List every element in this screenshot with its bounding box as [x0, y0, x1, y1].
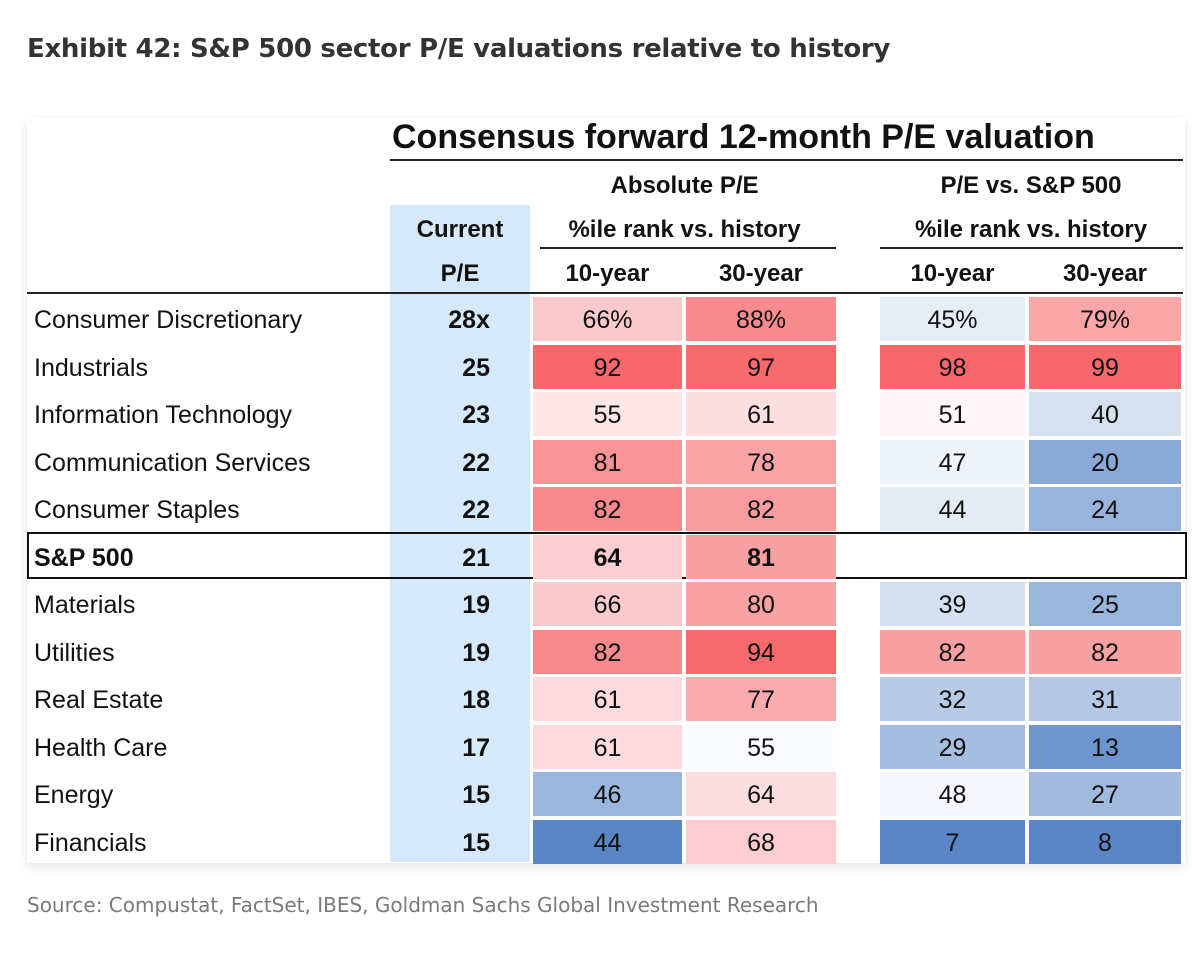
column-header-rule [27, 292, 1183, 294]
heatmap-cell: 64 [533, 535, 682, 579]
heatmap-cell: 32 [880, 677, 1025, 721]
sector-label: Health Care [34, 734, 168, 762]
exhibit-title: Exhibit 42: S&P 500 sector P/E valuation… [27, 34, 891, 64]
relative-sublabel-rule [880, 247, 1183, 249]
heatmap-cell: 8 [1029, 820, 1181, 864]
heatmap-cell: 82 [533, 630, 682, 674]
current-pe-value: 18 [462, 686, 490, 714]
sector-label: Industrials [34, 354, 148, 382]
sector-label: Energy [34, 781, 114, 809]
heatmap-cell: 61 [533, 725, 682, 769]
heatmap-cell: 40 [1029, 392, 1181, 436]
heatmap-cell: 25 [1029, 582, 1181, 626]
heatmap-cell: 66% [533, 297, 682, 341]
col-header-abs-10y: 10-year [565, 260, 650, 287]
sector-label: Consumer Staples [34, 496, 240, 524]
heatmap-cell: 78 [686, 440, 836, 484]
heatmap-cell: 47 [880, 440, 1025, 484]
heatmap-cell: 45% [880, 297, 1025, 341]
sector-label: Real Estate [34, 686, 164, 714]
heatmap-cell: 92 [533, 345, 682, 389]
current-pe-header-line1: Current [416, 216, 504, 243]
current-pe-value: 22 [462, 449, 490, 477]
heatmap-cell: 44 [880, 487, 1025, 531]
heatmap-cell: 88% [686, 297, 836, 341]
heatmap-cell: 82 [1029, 630, 1181, 674]
heatmap-cell: 31 [1029, 677, 1181, 721]
group-relative-label: P/E vs. S&P 500 [940, 172, 1122, 199]
current-pe-value: 22 [462, 496, 490, 524]
heatmap-cell: 55 [533, 392, 682, 436]
current-pe-value: 25 [462, 354, 490, 382]
heatmap-cell: 55 [686, 725, 836, 769]
heatmap-cell: 24 [1029, 487, 1181, 531]
heatmap-cell: 81 [533, 440, 682, 484]
sector-label: Consumer Discretionary [34, 306, 303, 334]
current-pe-value: 15 [462, 829, 490, 857]
current-pe-header-line2: P/E [440, 260, 480, 287]
source-note: Source: Compustat, FactSet, IBES, Goldma… [27, 893, 819, 917]
heatmap-cell: 99 [1029, 345, 1181, 389]
heatmap-cell: 82 [686, 487, 836, 531]
heatmap-cell: 79% [1029, 297, 1181, 341]
heatmap-cell: 61 [686, 392, 836, 436]
heatmap-cell: 39 [880, 582, 1025, 626]
heatmap-cell: 77 [686, 677, 836, 721]
current-pe-value: 15 [462, 781, 490, 809]
col-header-abs-30y: 30-year [718, 260, 804, 287]
heatmap-cell: 68 [686, 820, 836, 864]
sector-label: Financials [34, 829, 147, 857]
heatmap-cell: 51 [880, 392, 1025, 436]
heatmap-cell: 64 [686, 772, 836, 816]
heatmap-cell: 27 [1029, 772, 1181, 816]
group-absolute-label: Absolute P/E [610, 172, 759, 199]
heatmap-cell: 82 [533, 487, 682, 531]
heatmap-cell [1029, 535, 1181, 579]
sector-label: Materials [34, 591, 136, 619]
heatmap-cell: 61 [533, 677, 682, 721]
group-relative-sublabel: %ile rank vs. history [914, 216, 1148, 243]
absolute-sublabel-rule [540, 247, 836, 249]
table-header: Consensus forward 12-month P/E valuation [392, 118, 1095, 156]
header-rule [390, 159, 1183, 161]
heatmap-cell: 98 [880, 345, 1025, 389]
current-pe-value: 23 [462, 401, 490, 429]
heatmap-cell: 94 [686, 630, 836, 674]
heatmap-cell: 46 [533, 772, 682, 816]
current-pe-value: 19 [462, 591, 490, 619]
heatmap-cell: 44 [533, 820, 682, 864]
col-header-rel-10y: 10-year [910, 260, 995, 287]
sector-label: Utilities [34, 639, 115, 667]
current-pe-value: 19 [462, 639, 490, 667]
heatmap-cell: 7 [880, 820, 1025, 864]
heatmap-cell: 66 [533, 582, 682, 626]
sector-label: S&P 500 [34, 544, 134, 572]
heatmap-cell: 20 [1029, 440, 1181, 484]
heatmap-cell [880, 535, 1025, 579]
group-absolute-sublabel: %ile rank vs. history [568, 216, 801, 243]
heatmap-cell: 80 [686, 582, 836, 626]
sector-label: Information Technology [34, 401, 293, 429]
heatmap-cell: 48 [880, 772, 1025, 816]
sector-label: Communication Services [34, 449, 311, 477]
col-header-rel-30y: 30-year [1062, 260, 1148, 287]
heatmap-cell: 29 [880, 725, 1025, 769]
current-pe-value: 17 [462, 734, 490, 762]
heatmap-cell: 97 [686, 345, 836, 389]
heatmap-cell: 82 [880, 630, 1025, 674]
heatmap-cell: 81 [686, 535, 836, 579]
current-pe-value: 28x [448, 306, 490, 334]
current-pe-value: 21 [462, 544, 490, 572]
heatmap-cell: 13 [1029, 725, 1181, 769]
